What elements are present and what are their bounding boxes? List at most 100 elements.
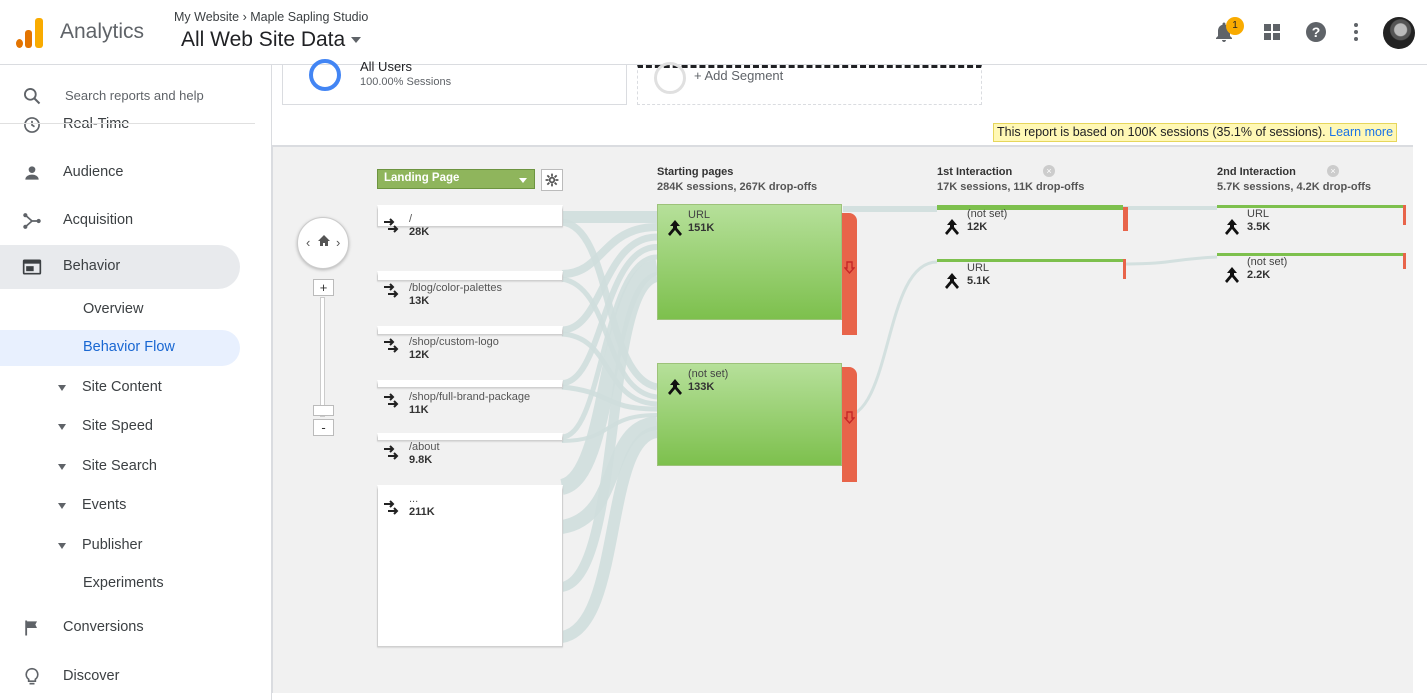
- sidebar-item-label: Experiments: [83, 575, 164, 591]
- landing-page-value: 13K: [409, 295, 430, 307]
- close-icon[interactable]: ×: [1327, 165, 1339, 177]
- flow-connections: [559, 205, 1218, 643]
- starting-page-node[interactable]: URL 151K: [657, 204, 842, 320]
- drop-off-bar[interactable]: [1123, 207, 1128, 231]
- avatar[interactable]: [1383, 17, 1415, 49]
- sidebar-item-acquisition[interactable]: Acquisition: [0, 199, 240, 243]
- second-interaction-node[interactable]: URL 3.5K: [1217, 205, 1412, 235]
- segment-placeholder-icon: [654, 62, 686, 94]
- sidebar-item-site-content[interactable]: Site Content: [0, 370, 240, 406]
- column-summary: 284K sessions, 267K drop-offs: [657, 181, 818, 193]
- column-title: 2nd Interaction: [1217, 166, 1296, 178]
- add-segment-button[interactable]: + Add Segment: [637, 62, 982, 105]
- pan-left-icon[interactable]: ‹: [306, 235, 311, 250]
- enter-arrow-icon: [384, 338, 399, 353]
- first-interaction-node[interactable]: (not set) 12K: [937, 205, 1132, 235]
- sidebar-item-label: Overview: [83, 301, 144, 317]
- sidebar-item-audience[interactable]: Audience: [0, 151, 240, 195]
- sidebar-item-overview[interactable]: Overview: [0, 292, 240, 328]
- drop-off-bar[interactable]: [1403, 205, 1406, 225]
- behavior-flow-canvas[interactable]: ‹ › + - Landing Page / 28K /blog/color-p…: [272, 145, 1413, 693]
- merge-arrow-icon: [945, 219, 959, 235]
- app-name: Analytics: [60, 20, 145, 43]
- landing-page-value: 11K: [409, 404, 429, 416]
- clock-icon: [24, 117, 40, 133]
- sidebar-item-label: Events: [82, 497, 127, 513]
- drop-off-bar[interactable]: [842, 367, 857, 482]
- help-icon[interactable]: ?: [1304, 20, 1328, 44]
- analytics-logo[interactable]: [16, 18, 44, 48]
- sidebar-item-publisher[interactable]: Publisher: [0, 528, 240, 564]
- landing-page-node[interactable]: /blog/color-palettes 13K: [377, 271, 563, 307]
- node-name: (not set): [1247, 256, 1288, 268]
- sidebar-item-realtime[interactable]: Real-Time: [0, 103, 240, 147]
- sidebar-item-behavior-flow[interactable]: Behavior Flow: [0, 330, 240, 366]
- landing-page-node[interactable]: /shop/custom-logo 12K: [377, 326, 563, 361]
- first-interaction-node[interactable]: URL 5.1K: [937, 259, 1132, 289]
- merge-arrow-icon: [1225, 219, 1239, 235]
- segment-all-users[interactable]: All Users 100.00% Sessions: [282, 59, 627, 105]
- learn-more-link[interactable]: Learn more: [1329, 125, 1394, 139]
- landing-page-node-other[interactable]: ... 211K: [377, 485, 563, 647]
- behavior-icon: [22, 259, 42, 275]
- zoom-out-button[interactable]: -: [313, 419, 334, 436]
- landing-page-value: 9.8K: [409, 454, 433, 466]
- main-content: All Users 100.00% Sessions + Add Segment…: [272, 59, 1427, 700]
- first-interaction-header: 1st Interaction 17K sessions, 11K drop-o…: [937, 165, 1084, 193]
- more-vert-icon[interactable]: [1344, 20, 1368, 44]
- sidebar-item-discover[interactable]: Discover: [0, 655, 240, 699]
- landing-page-value: 211K: [409, 506, 435, 518]
- notification-badge: 1: [1226, 17, 1244, 35]
- sidebar-item-site-speed[interactable]: Site Speed: [0, 409, 240, 445]
- sidebar-item-label: Publisher: [82, 537, 143, 553]
- node-value: 2.2K: [1247, 269, 1271, 281]
- node-value: 133K: [688, 381, 715, 393]
- expand-icon: [58, 503, 66, 509]
- node-value: 5.1K: [967, 275, 991, 287]
- drop-off-bar[interactable]: [1403, 253, 1406, 269]
- apps-grid-icon[interactable]: [1260, 20, 1284, 44]
- home-icon[interactable]: [317, 234, 331, 248]
- top-header: Analytics My Website › Maple Sapling Stu…: [0, 0, 1427, 65]
- second-interaction-node[interactable]: (not set) 2.2K: [1217, 253, 1412, 283]
- sidebar-item-conversions[interactable]: Conversions: [0, 606, 240, 650]
- view-selector[interactable]: All Web Site Data: [181, 28, 362, 52]
- breadcrumb[interactable]: My Website › Maple Sapling Studio: [174, 10, 368, 24]
- landing-page-node[interactable]: /shop/full-brand-package 11K: [377, 380, 563, 416]
- close-icon[interactable]: ×: [1043, 165, 1055, 177]
- breadcrumb-account[interactable]: My Website: [174, 10, 240, 24]
- enter-arrow-icon: [384, 445, 399, 460]
- zoom-track[interactable]: [320, 297, 325, 417]
- merge-arrow-icon: [1225, 267, 1239, 283]
- zoom-slider-handle[interactable]: [313, 405, 334, 416]
- drop-off-bar[interactable]: [1123, 259, 1126, 279]
- dimension-label: Landing Page: [384, 172, 460, 184]
- sidebar-item-label: Site Content: [82, 379, 162, 395]
- sidebar-item-events[interactable]: Events: [0, 488, 240, 524]
- sidebar-item-site-search[interactable]: Site Search: [0, 449, 240, 485]
- pan-right-icon[interactable]: ›: [336, 235, 341, 250]
- node-bar: [1217, 253, 1403, 256]
- sidebar-item-label: Behavior Flow: [83, 339, 175, 355]
- expand-icon: [58, 424, 66, 430]
- settings-button[interactable]: [541, 169, 563, 191]
- landing-page-node[interactable]: /about 9.8K: [377, 433, 563, 466]
- node-value: 151K: [688, 222, 715, 234]
- search-input[interactable]: Search reports and help: [65, 88, 204, 103]
- lightbulb-icon: [25, 667, 39, 685]
- landing-page-node[interactable]: / 28K: [377, 205, 563, 238]
- person-icon: [25, 166, 39, 180]
- sidebar-item-experiments[interactable]: Experiments: [0, 566, 240, 602]
- starting-page-node[interactable]: (not set) 133K: [657, 363, 842, 466]
- sidebar-item-behavior[interactable]: Behavior: [0, 245, 240, 289]
- node-name: URL: [1247, 208, 1270, 220]
- dimension-select[interactable]: Landing Page: [377, 169, 535, 189]
- drop-off-bar[interactable]: [842, 213, 857, 335]
- expand-icon: [58, 464, 66, 470]
- zoom-in-button[interactable]: +: [313, 279, 334, 296]
- pan-control[interactable]: ‹ ›: [297, 217, 349, 269]
- column-title: 1st Interaction: [937, 166, 1013, 178]
- landing-page-name: /blog/color-palettes: [409, 282, 502, 294]
- sidebar-item-label: Acquisition: [63, 212, 134, 228]
- breadcrumb-property[interactable]: Maple Sapling Studio: [250, 10, 369, 24]
